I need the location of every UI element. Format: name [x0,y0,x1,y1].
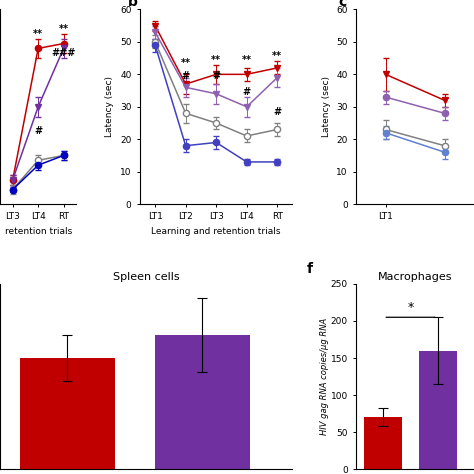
Text: #: # [243,87,251,97]
Text: b: b [128,0,137,9]
Text: #: # [182,71,190,81]
Text: **: ** [181,58,191,68]
Text: **: ** [211,55,221,64]
Y-axis label: Latency (sec): Latency (sec) [106,76,115,137]
X-axis label: retention trials: retention trials [5,227,72,236]
Bar [20,358,115,469]
Y-axis label: HIV gag RNA copies/µg RNA: HIV gag RNA copies/µg RNA [320,318,329,435]
Text: **: ** [33,28,43,39]
Text: ###: ### [51,48,76,58]
Text: f: f [307,262,312,276]
Text: #: # [34,126,42,136]
Y-axis label: Latency (sec): Latency (sec) [322,76,331,137]
Text: **: ** [242,55,252,64]
Text: c: c [338,0,346,9]
Text: **: ** [272,51,282,61]
Title: Spleen cells: Spleen cells [113,272,180,282]
Text: **: ** [59,24,69,34]
Text: *: * [407,301,414,314]
X-axis label: Learning and retention trials: Learning and retention trials [151,227,281,236]
Text: #: # [212,71,220,81]
Bar [155,335,250,469]
Bar [419,351,457,469]
Text: #: # [273,107,281,117]
Title: Macrophages: Macrophages [378,272,452,282]
Bar [364,418,402,469]
